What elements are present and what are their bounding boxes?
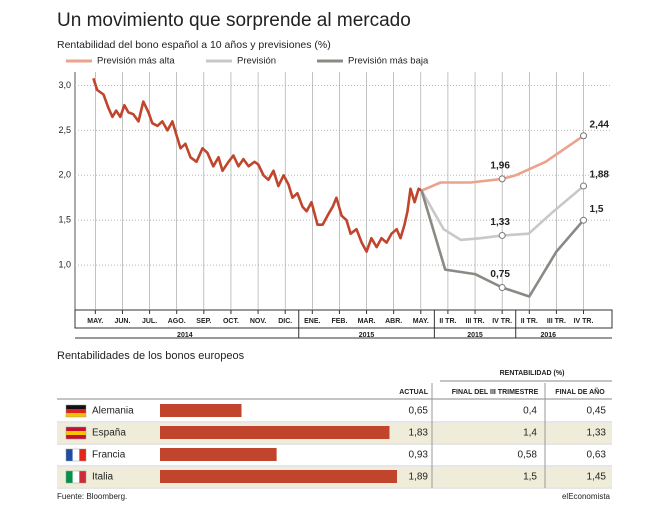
cell-value: 1,33 (587, 428, 607, 439)
year-label: 2016 (540, 332, 556, 339)
flag (66, 431, 86, 435)
point-marker (498, 284, 506, 292)
x-tick-label: II TR. (439, 318, 456, 325)
flag (66, 435, 86, 439)
chart-title: Un movimiento que sorprende al mercado (57, 10, 411, 31)
data-label: 2,44 (590, 119, 610, 130)
brand: elEconomista (562, 492, 611, 501)
flag (66, 427, 86, 431)
legend-label: Previsión más baja (348, 56, 429, 67)
x-tick-label: MAY. (413, 318, 429, 325)
country-label: Alemania (92, 406, 134, 417)
data-label: 1,88 (590, 170, 610, 181)
x-tick-label: II TR. (521, 318, 538, 325)
group-header: RENTABILIDAD (%) (500, 370, 565, 377)
data-label: 1,33 (490, 217, 510, 228)
point-marker (580, 132, 588, 140)
y-tick-label: 1,0 (58, 259, 71, 269)
country-label: España (92, 428, 126, 439)
x-tick-label: III TR. (547, 318, 566, 325)
cell-value: 0,58 (518, 450, 538, 461)
x-tick-label: SEP. (196, 318, 211, 325)
x-tick-label: ABR. (385, 318, 402, 325)
point-marker (498, 175, 506, 183)
flag-border (65, 404, 87, 418)
source: Fuente: Bloomberg. (57, 492, 127, 501)
country-label: Italia (92, 472, 114, 483)
point-marker (498, 231, 506, 239)
flag (79, 471, 86, 483)
x-tick-label: III TR. (466, 318, 485, 325)
y-tick-label: 2,5 (58, 125, 71, 135)
cell-value: 0,45 (587, 406, 607, 417)
x-tick-label: IV TR. (574, 318, 594, 325)
y-tick-label: 1,5 (58, 215, 71, 225)
series-line (92, 77, 423, 253)
cell-value: 1,83 (409, 428, 429, 439)
year-label: 2015 (359, 332, 375, 339)
legend-label: Previsión más alta (97, 56, 175, 67)
point-marker (580, 182, 588, 190)
flag-border (65, 470, 87, 484)
year-label: 2015 (467, 332, 483, 339)
x-tick-label: FEB. (331, 318, 347, 325)
data-label: 0,75 (490, 269, 510, 280)
flag (66, 471, 73, 483)
cell-value: 0,93 (409, 450, 429, 461)
bar (160, 404, 242, 417)
bar (160, 470, 397, 483)
column-header: FINAL DEL III TRIMESTRE (452, 389, 539, 396)
chart-subtitle: Rentabilidad del bono español a 10 años … (57, 39, 331, 51)
flag (66, 405, 86, 409)
x-axis-band (74, 309, 613, 329)
x-tick-label: JUN. (114, 318, 130, 325)
x-tick-label: IV TR. (492, 318, 512, 325)
cell-value: 1,4 (523, 428, 537, 439)
cell-value: 1,89 (409, 472, 429, 483)
x-tick-label: ENE. (304, 318, 320, 325)
table-title: Rentabilidades de los bonos europeos (57, 350, 245, 362)
flag (66, 413, 86, 417)
data-label: 1,96 (490, 161, 510, 172)
cell-value: 0,4 (523, 406, 537, 417)
data-label: 1,5 (590, 204, 604, 215)
x-tick-label: MAY. (87, 318, 103, 325)
column-header: FINAL DE AÑO (555, 387, 605, 396)
cell-value: 0,65 (409, 406, 429, 417)
year-label: 2014 (177, 332, 193, 339)
flag-border (65, 426, 87, 440)
flag (72, 449, 80, 461)
x-tick-label: NOV. (250, 318, 267, 325)
bar (160, 426, 390, 439)
cell-value: 0,63 (587, 450, 607, 461)
y-tick-label: 2,0 (58, 170, 71, 180)
flag (66, 409, 86, 413)
x-tick-label: OCT. (223, 318, 239, 325)
point-marker (580, 216, 588, 224)
column-header: ACTUAL (399, 389, 428, 396)
flag (72, 471, 80, 483)
series-line (420, 185, 585, 242)
legend-label: Previsión (237, 56, 276, 67)
x-tick-label: DIC. (278, 318, 292, 325)
bar (160, 448, 277, 461)
country-label: Francia (92, 450, 126, 461)
x-tick-label: AGO. (168, 318, 186, 325)
y-tick-label: 3,0 (58, 80, 71, 90)
flag (79, 449, 86, 461)
x-tick-label: MAR. (358, 318, 376, 325)
flag-border (65, 448, 87, 462)
flag (66, 449, 73, 461)
x-tick-label: JUL. (142, 318, 157, 325)
cell-value: 1,5 (523, 472, 537, 483)
cell-value: 1,45 (587, 472, 607, 483)
